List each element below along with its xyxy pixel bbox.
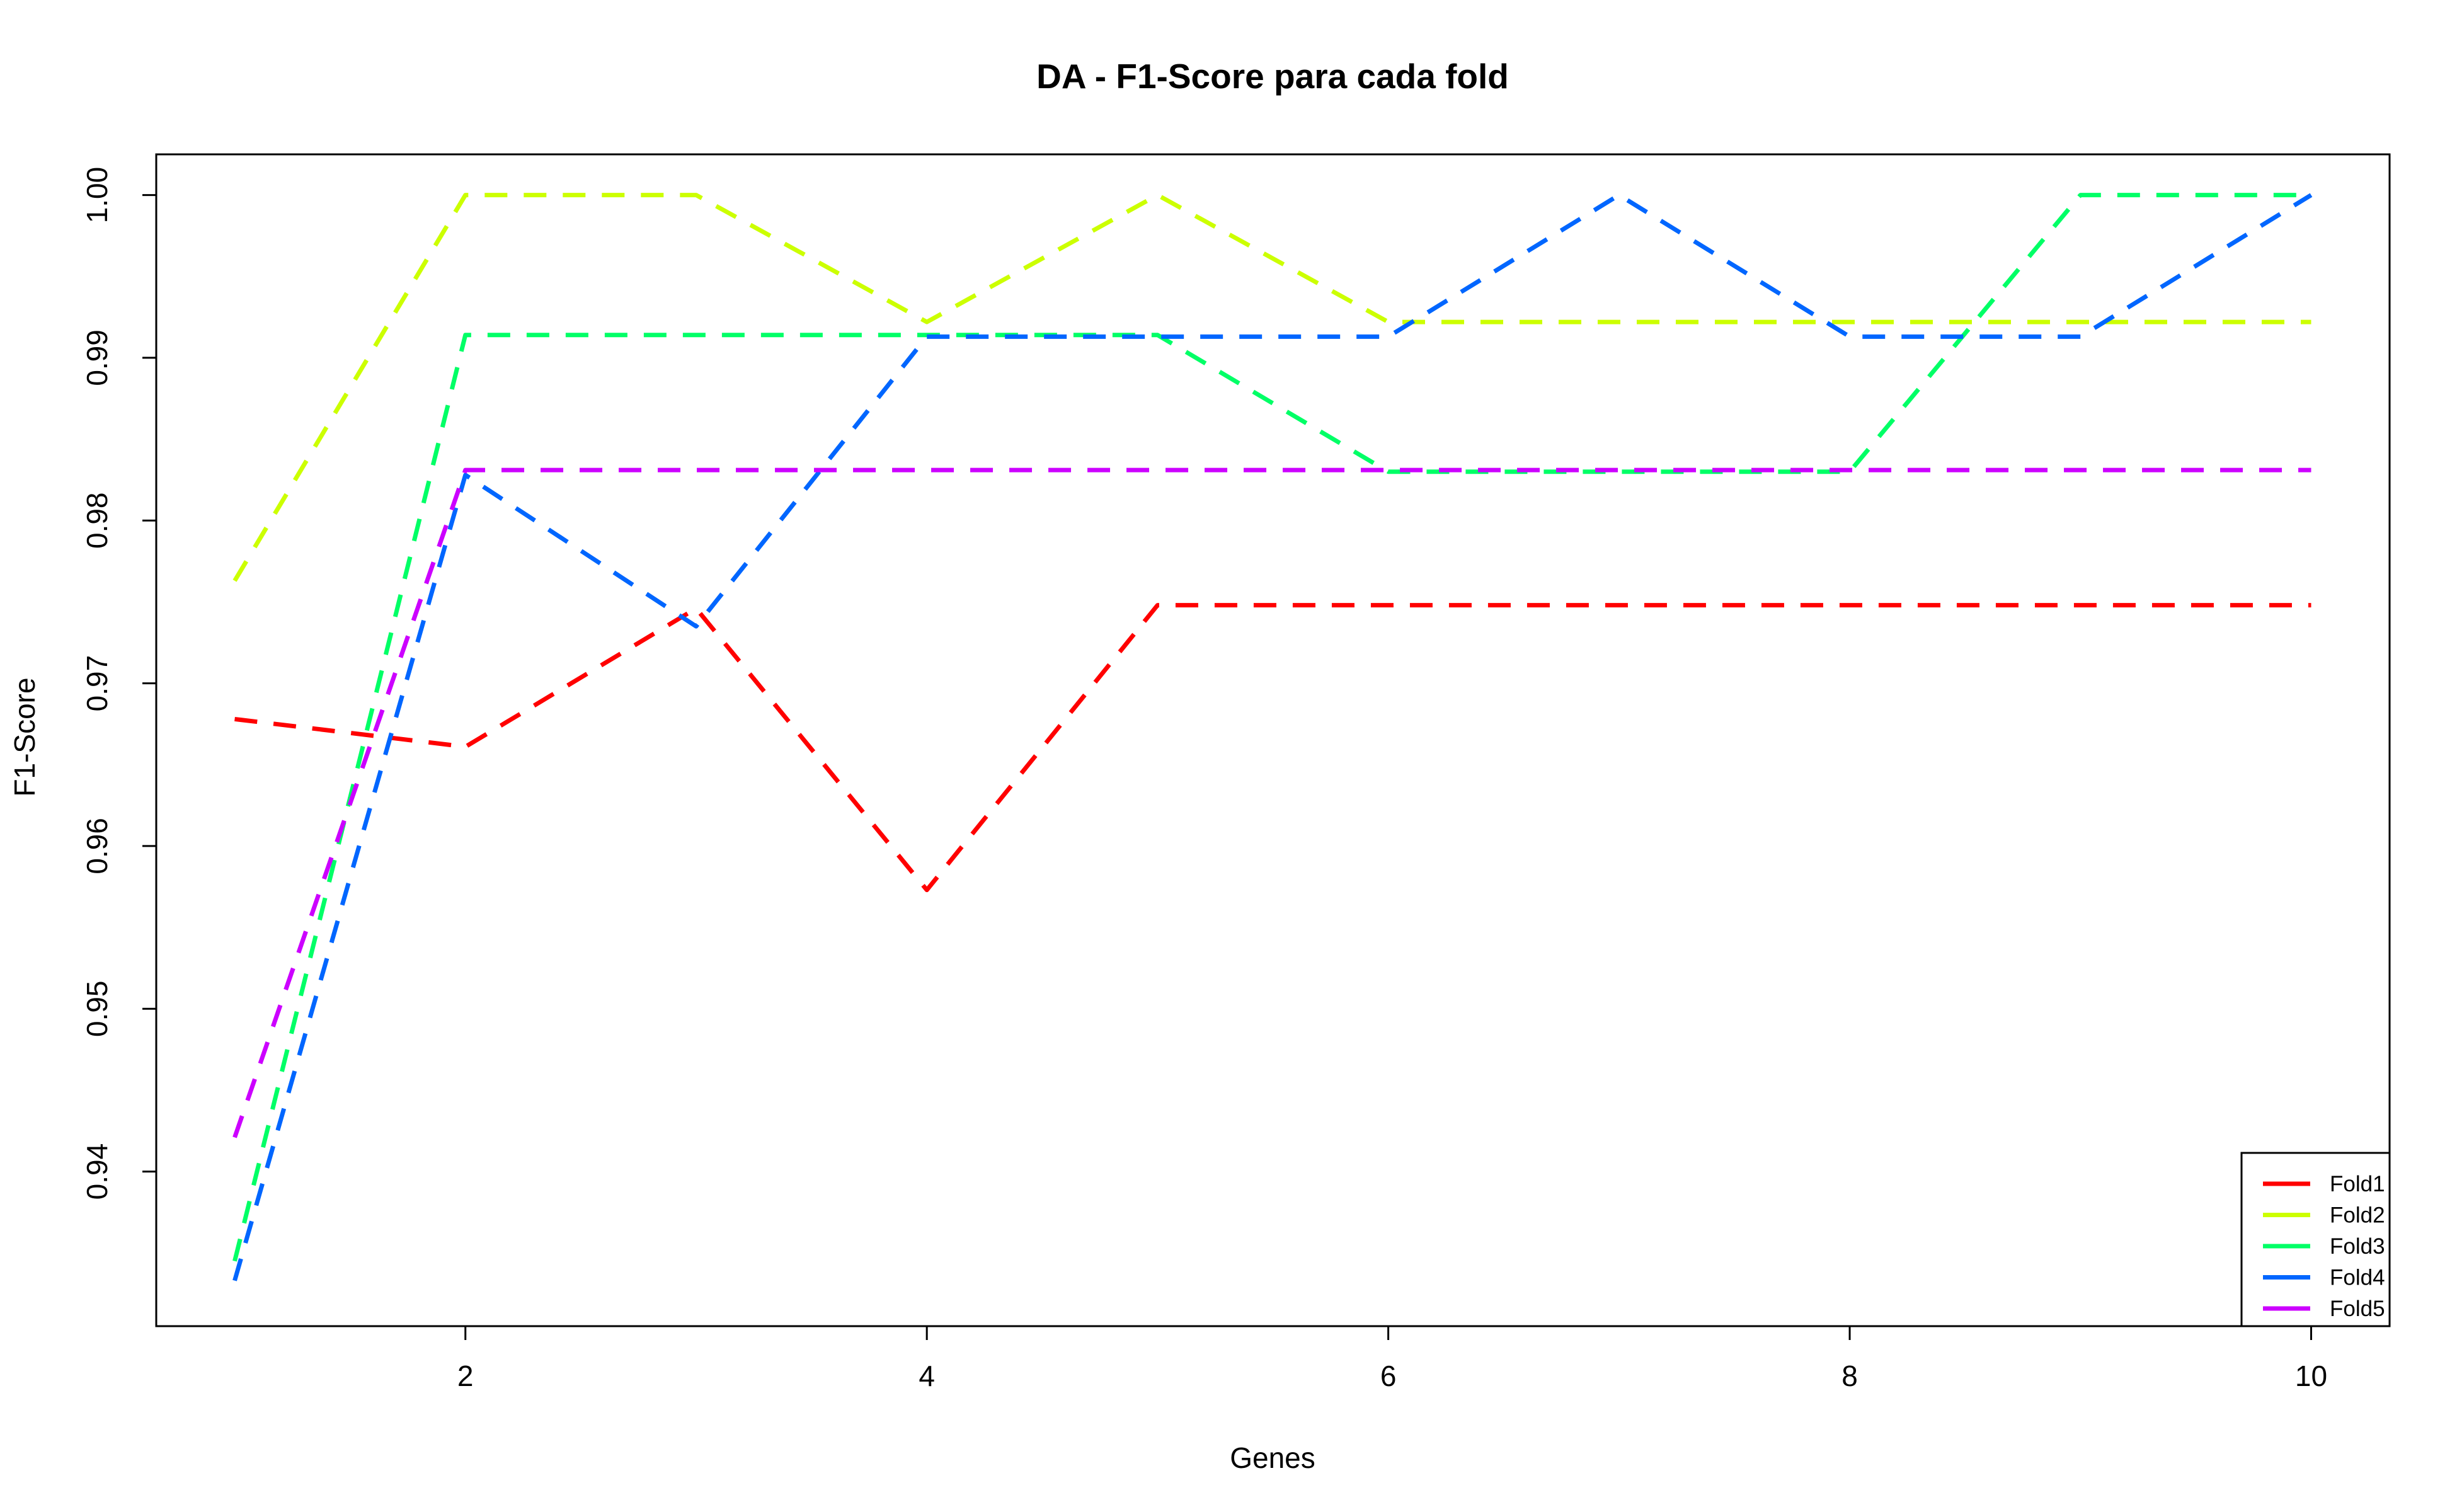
y-tick-label: 0.94 xyxy=(81,1143,113,1200)
legend-label-fold5: Fold5 xyxy=(2330,1297,2385,1321)
y-tick-label: 0.97 xyxy=(81,655,113,712)
legend: Fold1 Fold2 Fold3 Fold4 Fold5 xyxy=(2240,1152,2391,1327)
x-tick-label: 10 xyxy=(2295,1360,2327,1392)
series-lines xyxy=(232,193,2313,1281)
plot-frame xyxy=(155,153,2391,1327)
y-axis-label: F1-Score xyxy=(8,677,41,796)
series-line-fold5 xyxy=(232,467,2311,1138)
legend-label-fold3: Fold3 xyxy=(2330,1234,2385,1259)
chart-title: DA - F1-Score para cada fold xyxy=(1036,57,1509,96)
y-tick-label: 0.99 xyxy=(81,329,113,386)
y-tick-label: 0.95 xyxy=(81,980,113,1037)
series-line-fold3 xyxy=(232,193,2311,1262)
y-tick-label: 0.98 xyxy=(81,492,113,549)
y-tick-label: 1.00 xyxy=(81,167,113,224)
x-tick-label: 8 xyxy=(1841,1360,1858,1392)
x-tick-label: 2 xyxy=(457,1360,474,1392)
legend-label-fold1: Fold1 xyxy=(2330,1172,2385,1196)
series-line-fold1 xyxy=(234,603,2311,893)
y-tick-label: 0.96 xyxy=(81,818,113,874)
legend-label-fold2: Fold2 xyxy=(2330,1203,2385,1228)
x-tick-label: 6 xyxy=(1380,1360,1397,1392)
legend-label-fold4: Fold4 xyxy=(2330,1266,2385,1290)
series-line-fold2 xyxy=(232,193,2311,582)
x-axis-label: Genes xyxy=(1230,1441,1315,1474)
x-tick-label: 4 xyxy=(919,1360,935,1392)
